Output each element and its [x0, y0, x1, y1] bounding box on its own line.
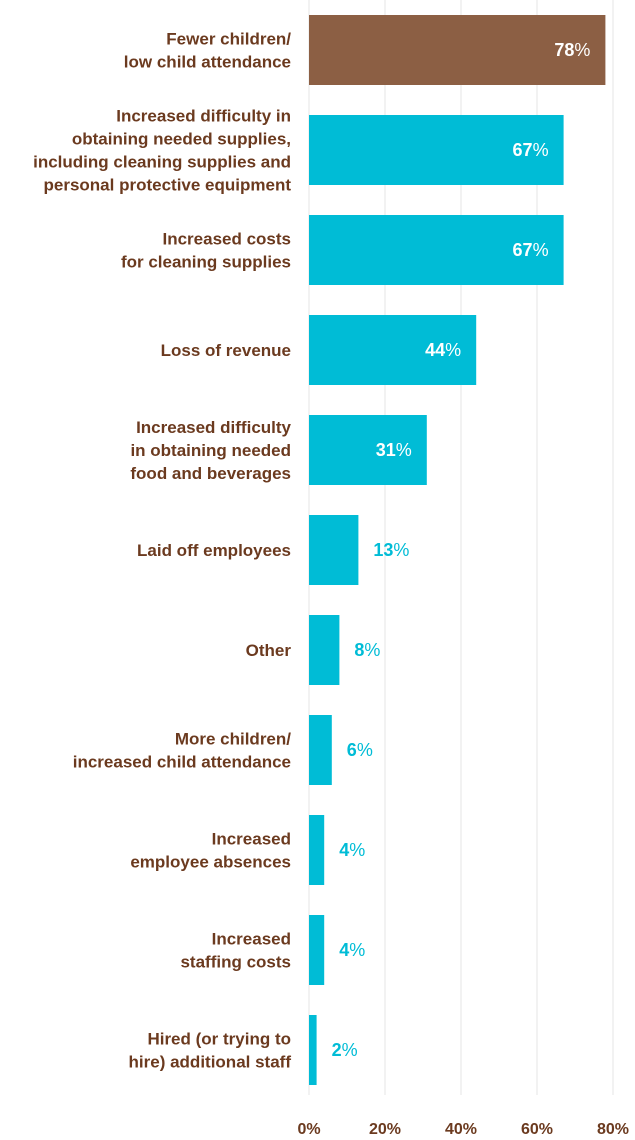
category-label: Other	[246, 641, 292, 660]
value-percent-sign: %	[574, 40, 590, 60]
x-axis-ticks: 0% 20% 40% 60% 80%	[297, 1121, 629, 1138]
value-number: 4	[339, 840, 349, 860]
category-label-line: personal protective equipment	[44, 176, 292, 195]
category-label-line: Hired (or trying to	[147, 1030, 291, 1049]
category-label-line: Increased	[212, 930, 291, 949]
value-label: 67%	[513, 240, 549, 260]
value-number: 8	[354, 640, 364, 660]
bar	[309, 515, 359, 585]
category-labels: Fewer children/low child attendance Incre…	[33, 30, 291, 1072]
x-tick-label: 80%	[597, 1121, 629, 1138]
value-number: 2	[332, 1040, 342, 1060]
value-percent-sign: %	[364, 640, 380, 660]
bar	[309, 815, 325, 885]
value-number: 67	[513, 140, 533, 160]
bar	[309, 1015, 317, 1085]
value-percent-sign: %	[349, 840, 365, 860]
category-label-line: More children/	[175, 730, 291, 749]
category-label-line: Loss of revenue	[161, 341, 291, 360]
category-label-line: Increased difficulty	[136, 418, 291, 437]
x-tick-label: 0%	[297, 1121, 320, 1138]
value-labels: 78%67%67%44%31%13%8%6%4%4%2%	[332, 40, 591, 1060]
value-label: 4%	[339, 840, 365, 860]
category-label-line: Laid off employees	[137, 541, 291, 560]
category-label-line: in obtaining needed	[130, 441, 291, 460]
value-percent-sign: %	[357, 740, 373, 760]
x-tick-label: 20%	[369, 1121, 401, 1138]
value-label: 2%	[332, 1040, 358, 1060]
bar	[309, 115, 564, 185]
bar	[309, 615, 340, 685]
category-label: Increased difficulty in obtaining needed f…	[130, 418, 291, 483]
category-label: Laid off employees	[137, 541, 291, 560]
bar	[309, 715, 332, 785]
category-label-line: Increased	[212, 830, 291, 849]
category-label-line: Increased difficulty in	[116, 107, 291, 126]
value-percent-sign: %	[393, 540, 409, 560]
value-percent-sign: %	[396, 440, 412, 460]
category-label: Increased employee absences	[130, 830, 291, 872]
category-label-line: low child attendance	[124, 53, 291, 72]
category-label-line: Other	[246, 641, 292, 660]
x-tick-label: 60%	[521, 1121, 553, 1138]
category-label: Loss of revenue	[161, 341, 291, 360]
category-label-line: hire) additional staff	[129, 1053, 292, 1072]
bar	[309, 915, 325, 985]
category-label: Increased costs for cleaning supplies	[121, 230, 291, 272]
value-number: 67	[513, 240, 533, 260]
category-label-line: employee absences	[130, 853, 291, 872]
category-label: Increased difficulty in obtaining needed …	[33, 107, 291, 195]
category-label-line: Fewer children/	[166, 30, 291, 49]
bar	[309, 315, 477, 385]
category-label: Fewer children/low child attendance	[124, 30, 291, 72]
value-number: 31	[376, 440, 396, 460]
value-label: 13%	[373, 540, 409, 560]
value-label: 31%	[376, 440, 412, 460]
category-label: More children/increased child attendance	[73, 730, 292, 772]
value-percent-sign: %	[533, 140, 549, 160]
value-label: 78%	[554, 40, 590, 60]
category-label: Hired (or trying to hire) additional staf…	[129, 1030, 292, 1072]
category-label-line: obtaining needed supplies,	[72, 130, 291, 149]
value-label: 4%	[339, 940, 365, 960]
value-number: 13	[373, 540, 393, 560]
bar	[309, 415, 427, 485]
category-label-line: staffing costs	[180, 953, 291, 972]
value-label: 8%	[354, 640, 380, 660]
category-label: Increased staffing costs	[180, 930, 291, 972]
category-label-line: including cleaning supplies and	[33, 153, 291, 172]
bar	[309, 15, 606, 85]
category-label-line: increased child attendance	[73, 753, 291, 772]
bar	[309, 215, 564, 285]
bars	[309, 15, 606, 1085]
value-percent-sign: %	[349, 940, 365, 960]
value-number: 6	[347, 740, 357, 760]
value-percent-sign: %	[342, 1040, 358, 1060]
value-number: 4	[339, 940, 349, 960]
x-tick-label: 40%	[445, 1121, 477, 1138]
value-label: 6%	[347, 740, 373, 760]
value-percent-sign: %	[445, 340, 461, 360]
category-label-line: Increased costs	[162, 230, 291, 249]
value-label: 44%	[425, 340, 461, 360]
value-percent-sign: %	[533, 240, 549, 260]
value-label: 67%	[513, 140, 549, 160]
value-number: 78	[554, 40, 574, 60]
category-label-line: food and beverages	[130, 464, 291, 483]
category-label-line: for cleaning supplies	[121, 253, 291, 272]
value-number: 44	[425, 340, 445, 360]
